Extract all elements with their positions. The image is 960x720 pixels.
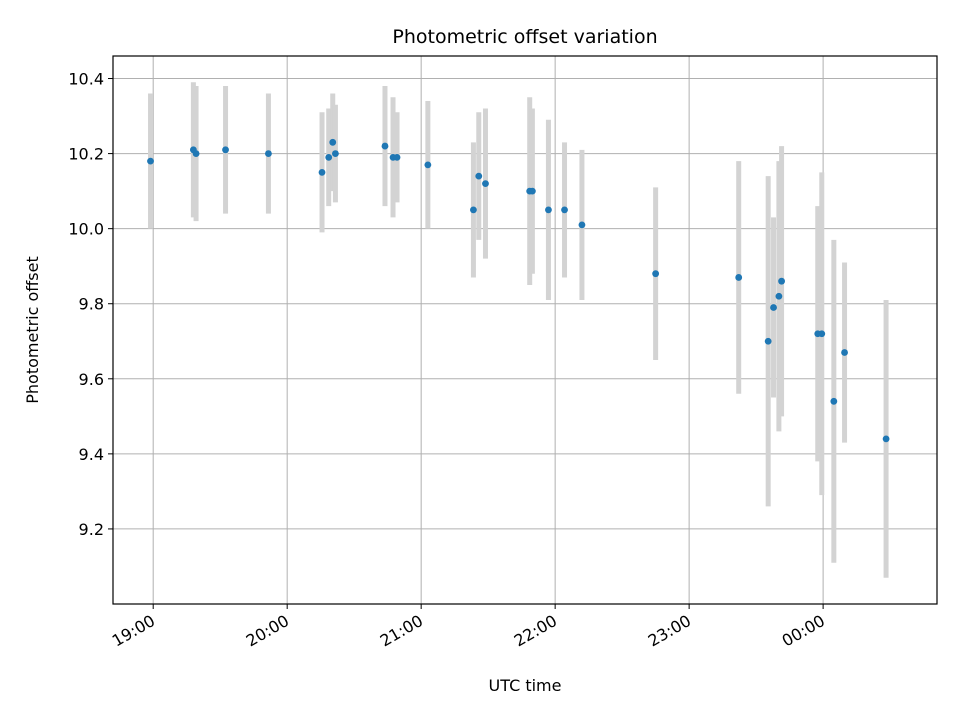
- data-point: [545, 206, 552, 214]
- data-point: [830, 397, 838, 405]
- data-point: [147, 157, 154, 165]
- data-point: [778, 277, 785, 285]
- data-point: [325, 153, 333, 161]
- data-point: [381, 142, 389, 150]
- y-tick-label: 10.2: [68, 145, 104, 164]
- data-point: [882, 435, 890, 443]
- data-point: [652, 270, 660, 278]
- y-tick-label: 9.2: [79, 520, 104, 539]
- data-point: [528, 187, 536, 195]
- data-point: [770, 304, 777, 311]
- data-point: [818, 330, 826, 338]
- error-bars: [148, 82, 889, 578]
- data-point: [393, 153, 401, 161]
- chart-title: Photometric offset variation: [392, 26, 657, 48]
- data-point: [482, 180, 489, 188]
- data-point: [192, 150, 200, 157]
- y-axis-ticks: 9.2 9.4 9.6 9.8 10.0 10.2 10.4: [68, 70, 113, 539]
- data-point: [764, 337, 772, 345]
- data-point: [329, 138, 337, 146]
- x-tick-label: 19:00: [109, 611, 158, 651]
- plot-frame: [112, 55, 938, 605]
- y-tick-label: 9.8: [79, 295, 104, 314]
- x-tick-label: 20:00: [243, 611, 292, 651]
- data-point: [332, 150, 339, 157]
- x-tick-label: 23:00: [645, 611, 694, 651]
- data-point: [841, 349, 848, 356]
- data-point: [318, 168, 326, 176]
- data-point: [735, 274, 743, 281]
- data-points: [147, 138, 890, 443]
- x-tick-label: 22:00: [511, 611, 560, 651]
- y-axis-title: Photometric offset: [23, 256, 42, 404]
- x-axis-ticks: 19:00 20:00 21:00 22:00 23:00 00:00: [109, 604, 828, 651]
- x-tick-label: 21:00: [377, 611, 426, 651]
- data-point: [470, 206, 477, 214]
- data-point: [578, 221, 586, 229]
- y-tick-label: 10.4: [68, 70, 104, 89]
- data-point: [222, 146, 229, 154]
- x-axis-title: UTC time: [489, 676, 562, 695]
- y-tick-label: 9.6: [79, 370, 104, 389]
- data-point: [561, 206, 568, 214]
- data-point: [775, 292, 783, 300]
- data-point: [424, 161, 432, 169]
- x-tick-label: 00:00: [779, 611, 828, 651]
- data-point: [265, 150, 272, 157]
- data-point: [475, 172, 483, 180]
- y-tick-label: 10.0: [68, 220, 104, 239]
- grid-lines: [113, 56, 937, 604]
- y-tick-label: 9.4: [79, 445, 104, 464]
